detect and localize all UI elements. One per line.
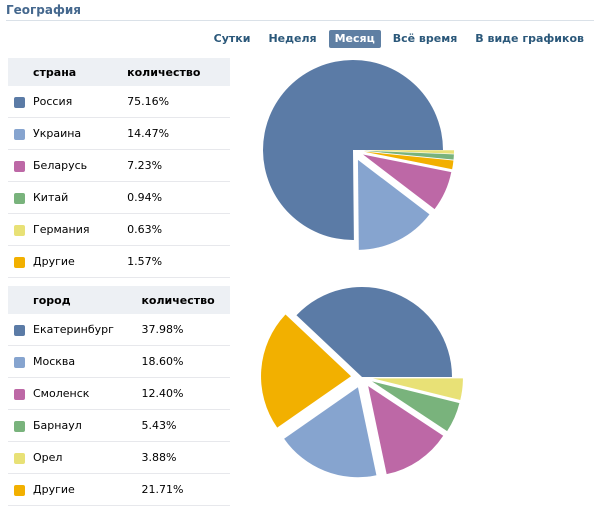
period-tabs: Сутки Неделя Месяц Всё время В виде граф… [208, 30, 590, 48]
color-swatch-icon [14, 256, 25, 268]
color-swatch-icon [14, 484, 25, 496]
table-row: Смоленск 12.40% [8, 377, 230, 410]
color-swatch-icon [14, 192, 25, 204]
column-header-count: количество [119, 58, 230, 86]
row-value: 0.63% [119, 213, 230, 246]
pie-slice-city [368, 386, 444, 475]
color-swatch-icon [14, 388, 25, 400]
table-row: Москва 18.60% [8, 345, 230, 378]
row-name: Россия [33, 95, 73, 108]
row-name: Китай [33, 191, 69, 204]
row-value: 5.43% [133, 409, 230, 442]
tab-graphs[interactable]: В виде графиков [475, 32, 584, 45]
table-row: Орел 3.88% [8, 441, 230, 474]
divider [6, 20, 594, 21]
row-name: Екатеринбург [33, 323, 114, 336]
pie-slice-city [372, 381, 460, 432]
color-swatch-icon [14, 224, 25, 236]
row-value: 12.40% [133, 377, 230, 410]
countries-pie-chart [263, 60, 454, 250]
column-header-count: количество [133, 286, 230, 314]
row-name: Украина [33, 127, 82, 140]
row-value: 21.71% [133, 473, 230, 506]
color-swatch-icon [14, 356, 25, 368]
pie-slice-country [363, 151, 454, 170]
color-swatch-icon [14, 96, 25, 108]
table-row: Екатеринбург 37.98% [8, 314, 230, 346]
row-name: Барнаул [33, 419, 82, 432]
color-swatch-icon [14, 420, 25, 432]
table-row: Другие 21.71% [8, 473, 230, 506]
column-header-country: страна [8, 58, 120, 86]
pie-slice-country [363, 150, 454, 154]
row-name: Москва [33, 355, 76, 368]
pie-slice-country [263, 60, 443, 241]
pie-slice-city [372, 378, 463, 401]
row-name: Другие [33, 483, 75, 496]
pie-slice-city [284, 387, 377, 478]
tab-month[interactable]: Месяц [328, 30, 381, 48]
table-row: Барнаул 5.43% [8, 409, 230, 442]
table-row: Россия 75.16% [8, 86, 230, 118]
tab-week[interactable]: Неделя [268, 32, 317, 45]
color-swatch-icon [14, 324, 25, 336]
table-row: Украина 14.47% [8, 117, 230, 150]
row-name: Орел [33, 451, 63, 464]
section-title: География [6, 3, 82, 17]
pie-slice-city [296, 287, 452, 377]
row-name: Смоленск [33, 387, 90, 400]
color-swatch-icon [14, 128, 25, 140]
table-row: Беларусь 7.23% [8, 149, 230, 182]
column-header-city: город [8, 286, 134, 314]
cities-table: город количество Екатеринбург 37.98% Москв… [8, 286, 230, 506]
pie-slice-city [261, 314, 352, 428]
row-value: 1.57% [119, 245, 230, 278]
table-row: Китай 0.94% [8, 181, 230, 214]
pie-slice-country [363, 154, 452, 210]
row-value: 3.88% [133, 441, 230, 474]
countries-table: страна количество Россия 75.16% Украина 14.… [8, 58, 230, 278]
pie-slice-country [357, 159, 430, 250]
tab-day[interactable]: Сутки [213, 32, 251, 45]
color-swatch-icon [14, 160, 25, 172]
row-name: Другие [33, 255, 75, 268]
row-value: 0.94% [119, 181, 230, 214]
row-value: 37.98% [133, 314, 230, 346]
row-name: Германия [33, 223, 90, 236]
table-row: Германия 0.63% [8, 213, 230, 246]
row-value: 18.60% [133, 345, 230, 378]
table-row: Другие 1.57% [8, 245, 230, 278]
cities-pie-chart [261, 287, 463, 478]
row-value: 7.23% [119, 149, 230, 182]
color-swatch-icon [14, 452, 25, 464]
tab-all-time[interactable]: Всё время [392, 32, 458, 45]
pie-slice-country [363, 150, 454, 160]
row-name: Беларусь [33, 159, 88, 172]
row-value: 75.16% [119, 86, 230, 118]
row-value: 14.47% [119, 117, 230, 150]
